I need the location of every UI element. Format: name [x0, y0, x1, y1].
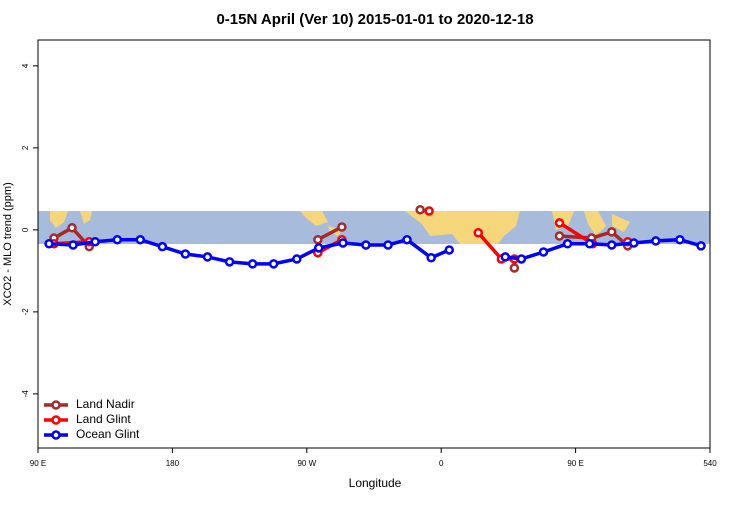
y-tick-label: 0 [21, 227, 30, 232]
data-point [247, 259, 258, 269]
data-point [538, 247, 549, 257]
data-point [606, 240, 617, 250]
x-axis-label: Longitude [349, 476, 402, 490]
legend-marker [51, 430, 61, 440]
data-point [157, 241, 168, 252]
data-point [292, 254, 302, 264]
legend-label: Land Nadir [76, 397, 135, 411]
x-tick-label: 90 E [567, 459, 583, 468]
data-point [562, 239, 573, 249]
x-tick-label: 540 [703, 459, 717, 468]
map-background [38, 211, 710, 244]
data-point [606, 227, 617, 237]
legend-label: Land Glint [76, 412, 131, 426]
data-point [67, 223, 77, 233]
plot-frame [37, 39, 711, 449]
data-point [361, 240, 371, 250]
data-point [675, 234, 685, 245]
legend-marker [51, 415, 61, 425]
data-point [584, 239, 595, 249]
y-axis-label: XCO2 - MLO trend (ppm) [2, 182, 14, 305]
data-point [383, 240, 393, 250]
x-tick-label: 0 [439, 459, 444, 468]
data-point [500, 252, 511, 262]
data-point [696, 241, 706, 251]
data-point [424, 206, 434, 216]
data-point [202, 252, 213, 262]
data-point [473, 227, 483, 238]
legend-marker [51, 400, 61, 410]
y-tick-label: -2 [21, 308, 30, 316]
x-tick-label: 180 [166, 459, 180, 468]
data-point [68, 240, 78, 250]
data-point [426, 252, 436, 263]
chart-title: 0-15N April (Ver 10) 2015-01-01 to 2020-… [216, 11, 533, 28]
data-point [554, 218, 565, 228]
x-tick-label: 90 E [30, 459, 46, 468]
data-point [44, 239, 54, 249]
data-point [313, 243, 324, 253]
data-point [313, 234, 323, 245]
data-point [516, 254, 527, 264]
data-point [90, 236, 100, 247]
data-point [629, 238, 639, 248]
data-point [402, 234, 412, 245]
data-point [180, 249, 191, 259]
y-tick-label: -4 [21, 390, 30, 398]
data-point [135, 234, 146, 245]
y-tick-label: 4 [21, 63, 30, 68]
x-tick-label: 90 W [297, 459, 316, 468]
data-point [444, 245, 455, 255]
data-point [554, 231, 565, 241]
data-point [338, 238, 348, 248]
data-point [112, 234, 123, 245]
legend-label: Ocean Glint [76, 427, 140, 441]
data-point [337, 222, 347, 232]
data-point [651, 236, 661, 246]
data-point [415, 205, 425, 215]
y-tick-label: 2 [21, 145, 30, 150]
data-point [509, 263, 520, 273]
series-line [505, 237, 702, 261]
series-line [559, 229, 629, 248]
data-point [268, 259, 279, 269]
data-point [224, 257, 235, 267]
